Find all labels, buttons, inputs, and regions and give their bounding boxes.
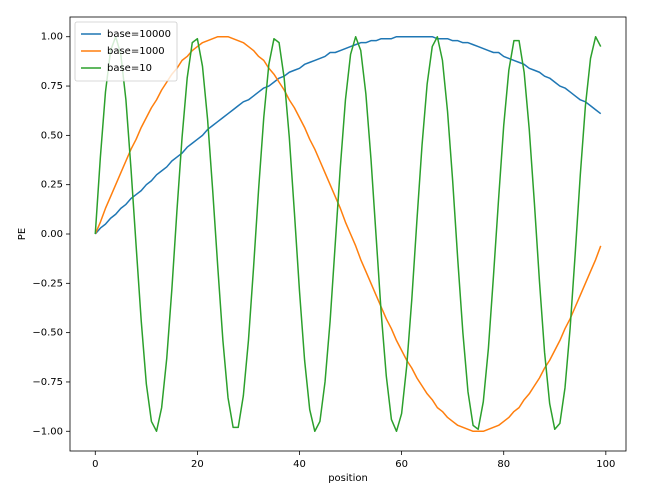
legend: base=10000 base=1000 base=10	[74, 21, 178, 82]
x-tick-label: 80	[497, 459, 510, 470]
x-tick-label: 60	[395, 459, 408, 470]
y-tick-label: 0.00	[41, 229, 63, 240]
y-axis-label: PE	[17, 228, 28, 240]
x-tick-label: 40	[293, 459, 306, 470]
series-line	[94, 35, 602, 433]
y-tick-label: −1.00	[32, 426, 63, 437]
y-tick-label: 0.25	[41, 180, 63, 191]
y-tick-label: 0.50	[41, 130, 63, 141]
legend-label: base=1000	[107, 46, 165, 57]
y-tick-label: −0.50	[32, 328, 63, 339]
y-tick-label: −0.75	[32, 377, 63, 388]
legend-box	[74, 21, 178, 82]
legend-label: base=10	[107, 63, 152, 74]
series-line	[94, 35, 602, 235]
y-tick-label: −0.25	[32, 278, 63, 289]
legend-label: base=10000	[107, 29, 171, 40]
x-tick-label: 0	[92, 459, 98, 470]
x-axis-label: position	[328, 473, 368, 484]
plot-frame	[69, 16, 627, 452]
series-line	[94, 35, 602, 433]
x-tick-label: 20	[191, 459, 204, 470]
y-tick-label: 0.75	[41, 81, 63, 92]
x-tick-label: 100	[596, 459, 615, 470]
y-tick-label: 1.00	[41, 32, 63, 43]
